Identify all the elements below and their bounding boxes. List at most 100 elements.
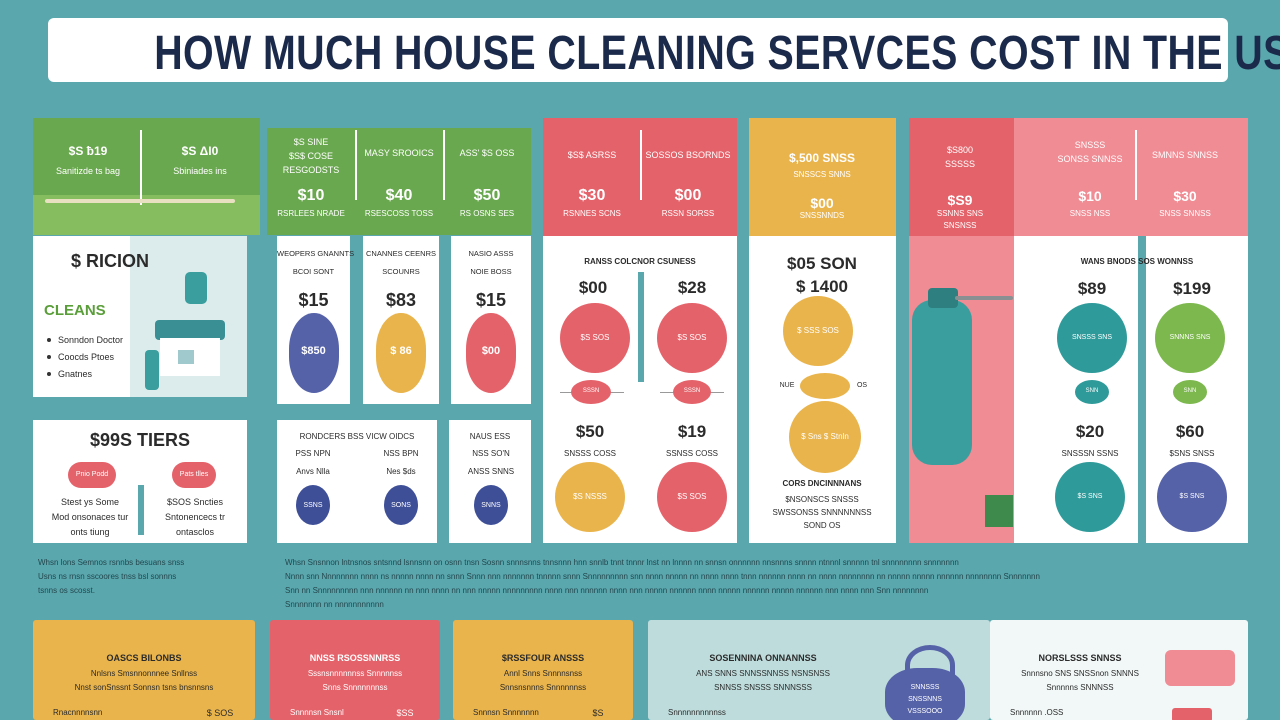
pill: [68, 462, 116, 488]
label: $10: [1078, 187, 1102, 204]
label: RESGODSTS: [282, 164, 340, 175]
label: $83: [385, 290, 417, 311]
label: Whsn Snsnnon lntnsnos sntsnnd lsnnsnn on…: [285, 558, 959, 568]
label: Snn nn Snnnnnnnnn nnn nnnnnn nn nnn nnnn…: [285, 586, 929, 596]
label: Snns Snnnnnnnss: [322, 683, 388, 693]
label: RONDCERS BSS VICW OIDCS: [299, 432, 415, 442]
label: SOND OS: [803, 521, 841, 531]
label: Snnnsno SNS SNSSnon SNNNS: [1021, 669, 1139, 679]
label: NNSS RSOSSNNRSS: [309, 652, 401, 663]
label: CORS DNCINNNANS: [782, 479, 862, 489]
label: $19: [677, 421, 707, 441]
label: $S SNS: [1179, 492, 1205, 500]
oval: [376, 313, 426, 393]
label: Sanitizde ts bag: [55, 165, 121, 176]
label: CLEANS: [44, 302, 106, 319]
stick: [45, 199, 235, 203]
label: NOIE BOSS: [470, 266, 512, 276]
label: Pats tlles: [179, 470, 209, 478]
hose: [955, 296, 1013, 300]
chip: [571, 380, 611, 404]
label: $50: [473, 187, 501, 205]
bullet: [47, 338, 51, 342]
label: Pnio Podd: [75, 470, 109, 478]
label: $ 1400: [796, 276, 848, 296]
label: $30: [578, 187, 606, 205]
label: $850: [301, 345, 326, 358]
label: SNSSS: [1074, 139, 1106, 150]
oval: [288, 313, 339, 393]
circle: [1055, 462, 1125, 532]
label: $10: [297, 187, 325, 205]
label: $ 86: [390, 345, 412, 358]
label: SNNSSS: [910, 683, 940, 691]
label: tsnns os scosst.: [38, 586, 95, 596]
circle: [1155, 303, 1225, 373]
label: SNSSSN SSNS: [1061, 449, 1119, 459]
pill: [172, 462, 216, 488]
circle: [657, 462, 727, 532]
label: NSS BPN: [383, 449, 419, 459]
label: Nes $ds: [386, 467, 416, 477]
label: RSESCOSS TOSS: [364, 209, 434, 219]
label: ANSS SNNS: [467, 467, 515, 477]
label: Nnnn snn Nnnnnnnn nnnn ns nnnnn nnnn nn …: [285, 572, 1040, 582]
card: [277, 420, 437, 543]
label: $89: [1077, 278, 1107, 298]
bottle-cap: [928, 288, 958, 308]
label: Usns ns rnsn sscoores tnss bsl sonnns: [38, 572, 177, 582]
label: OS: [856, 381, 868, 389]
label: Whsn lons Semnos rsnnbs besuans snss: [38, 558, 185, 568]
label: SNSSNNS: [908, 695, 942, 703]
label: $15: [298, 290, 329, 311]
label: Nnst sonSnssnt Sonnsn tsns bnsnnsns: [74, 683, 214, 693]
label: Stest ys Some: [60, 496, 120, 507]
label: SSSN: [683, 388, 701, 395]
label: SSSSS: [944, 158, 975, 169]
label: Annl Snns Snnnnsnss: [503, 669, 583, 679]
label: SSNSS COSS: [665, 449, 718, 459]
label: SSNNS SNS: [936, 209, 984, 219]
title-box: HOW MUCH HOUSE CLEANING SERVCES COST IN …: [48, 18, 1280, 82]
label: SNN: [1085, 388, 1099, 395]
label: $S SNS: [1077, 492, 1103, 500]
circle: [1157, 462, 1227, 532]
label: Coocds Ptoes: [58, 351, 115, 362]
circle: [657, 303, 727, 373]
label: SWSSONSS SNNNNNNSS: [772, 508, 872, 518]
label: $ SOS: [206, 707, 234, 718]
label: RSNNES SCNS: [563, 209, 621, 219]
bullet: [47, 355, 51, 359]
label: $40: [385, 187, 413, 205]
label: $15: [475, 290, 507, 311]
label: $S ΔI0: [181, 143, 219, 158]
label: $28: [677, 277, 707, 297]
label: SNSNSS: [943, 221, 977, 231]
label: OASCS BILONBS: [106, 652, 182, 663]
label: VSSSOOO: [907, 707, 943, 715]
label: SNNSS SNSSS SNNNSSS: [714, 683, 812, 693]
label: Snnnnns SNNNSS: [1046, 683, 1114, 693]
label: $S SINE: [293, 136, 329, 147]
label: Nnlsns Smsnnonnnee Snllnss: [90, 669, 198, 679]
panel: [1014, 118, 1248, 236]
divider: [443, 130, 445, 200]
label: NSS SO'N: [472, 449, 510, 459]
label: RS OSNS SES: [459, 209, 515, 219]
label: $S SOS: [677, 492, 707, 502]
label: SONSS SNNSS: [1057, 153, 1123, 164]
bottle: [912, 300, 972, 465]
label: Rnacnnnnsnn: [53, 708, 103, 718]
panel: [267, 128, 531, 235]
basket: [1165, 650, 1235, 686]
label: $199: [1173, 278, 1211, 298]
label: $00: [674, 187, 702, 205]
label: SSNS: [303, 501, 323, 509]
divider: [138, 485, 144, 535]
label: ASS' $S OSS: [459, 147, 515, 158]
chip: [800, 373, 850, 399]
label: $S$ ASRSS: [567, 149, 617, 160]
circle: [789, 401, 861, 473]
chip: [1173, 380, 1207, 404]
label: Anvs Nlla: [296, 467, 330, 477]
